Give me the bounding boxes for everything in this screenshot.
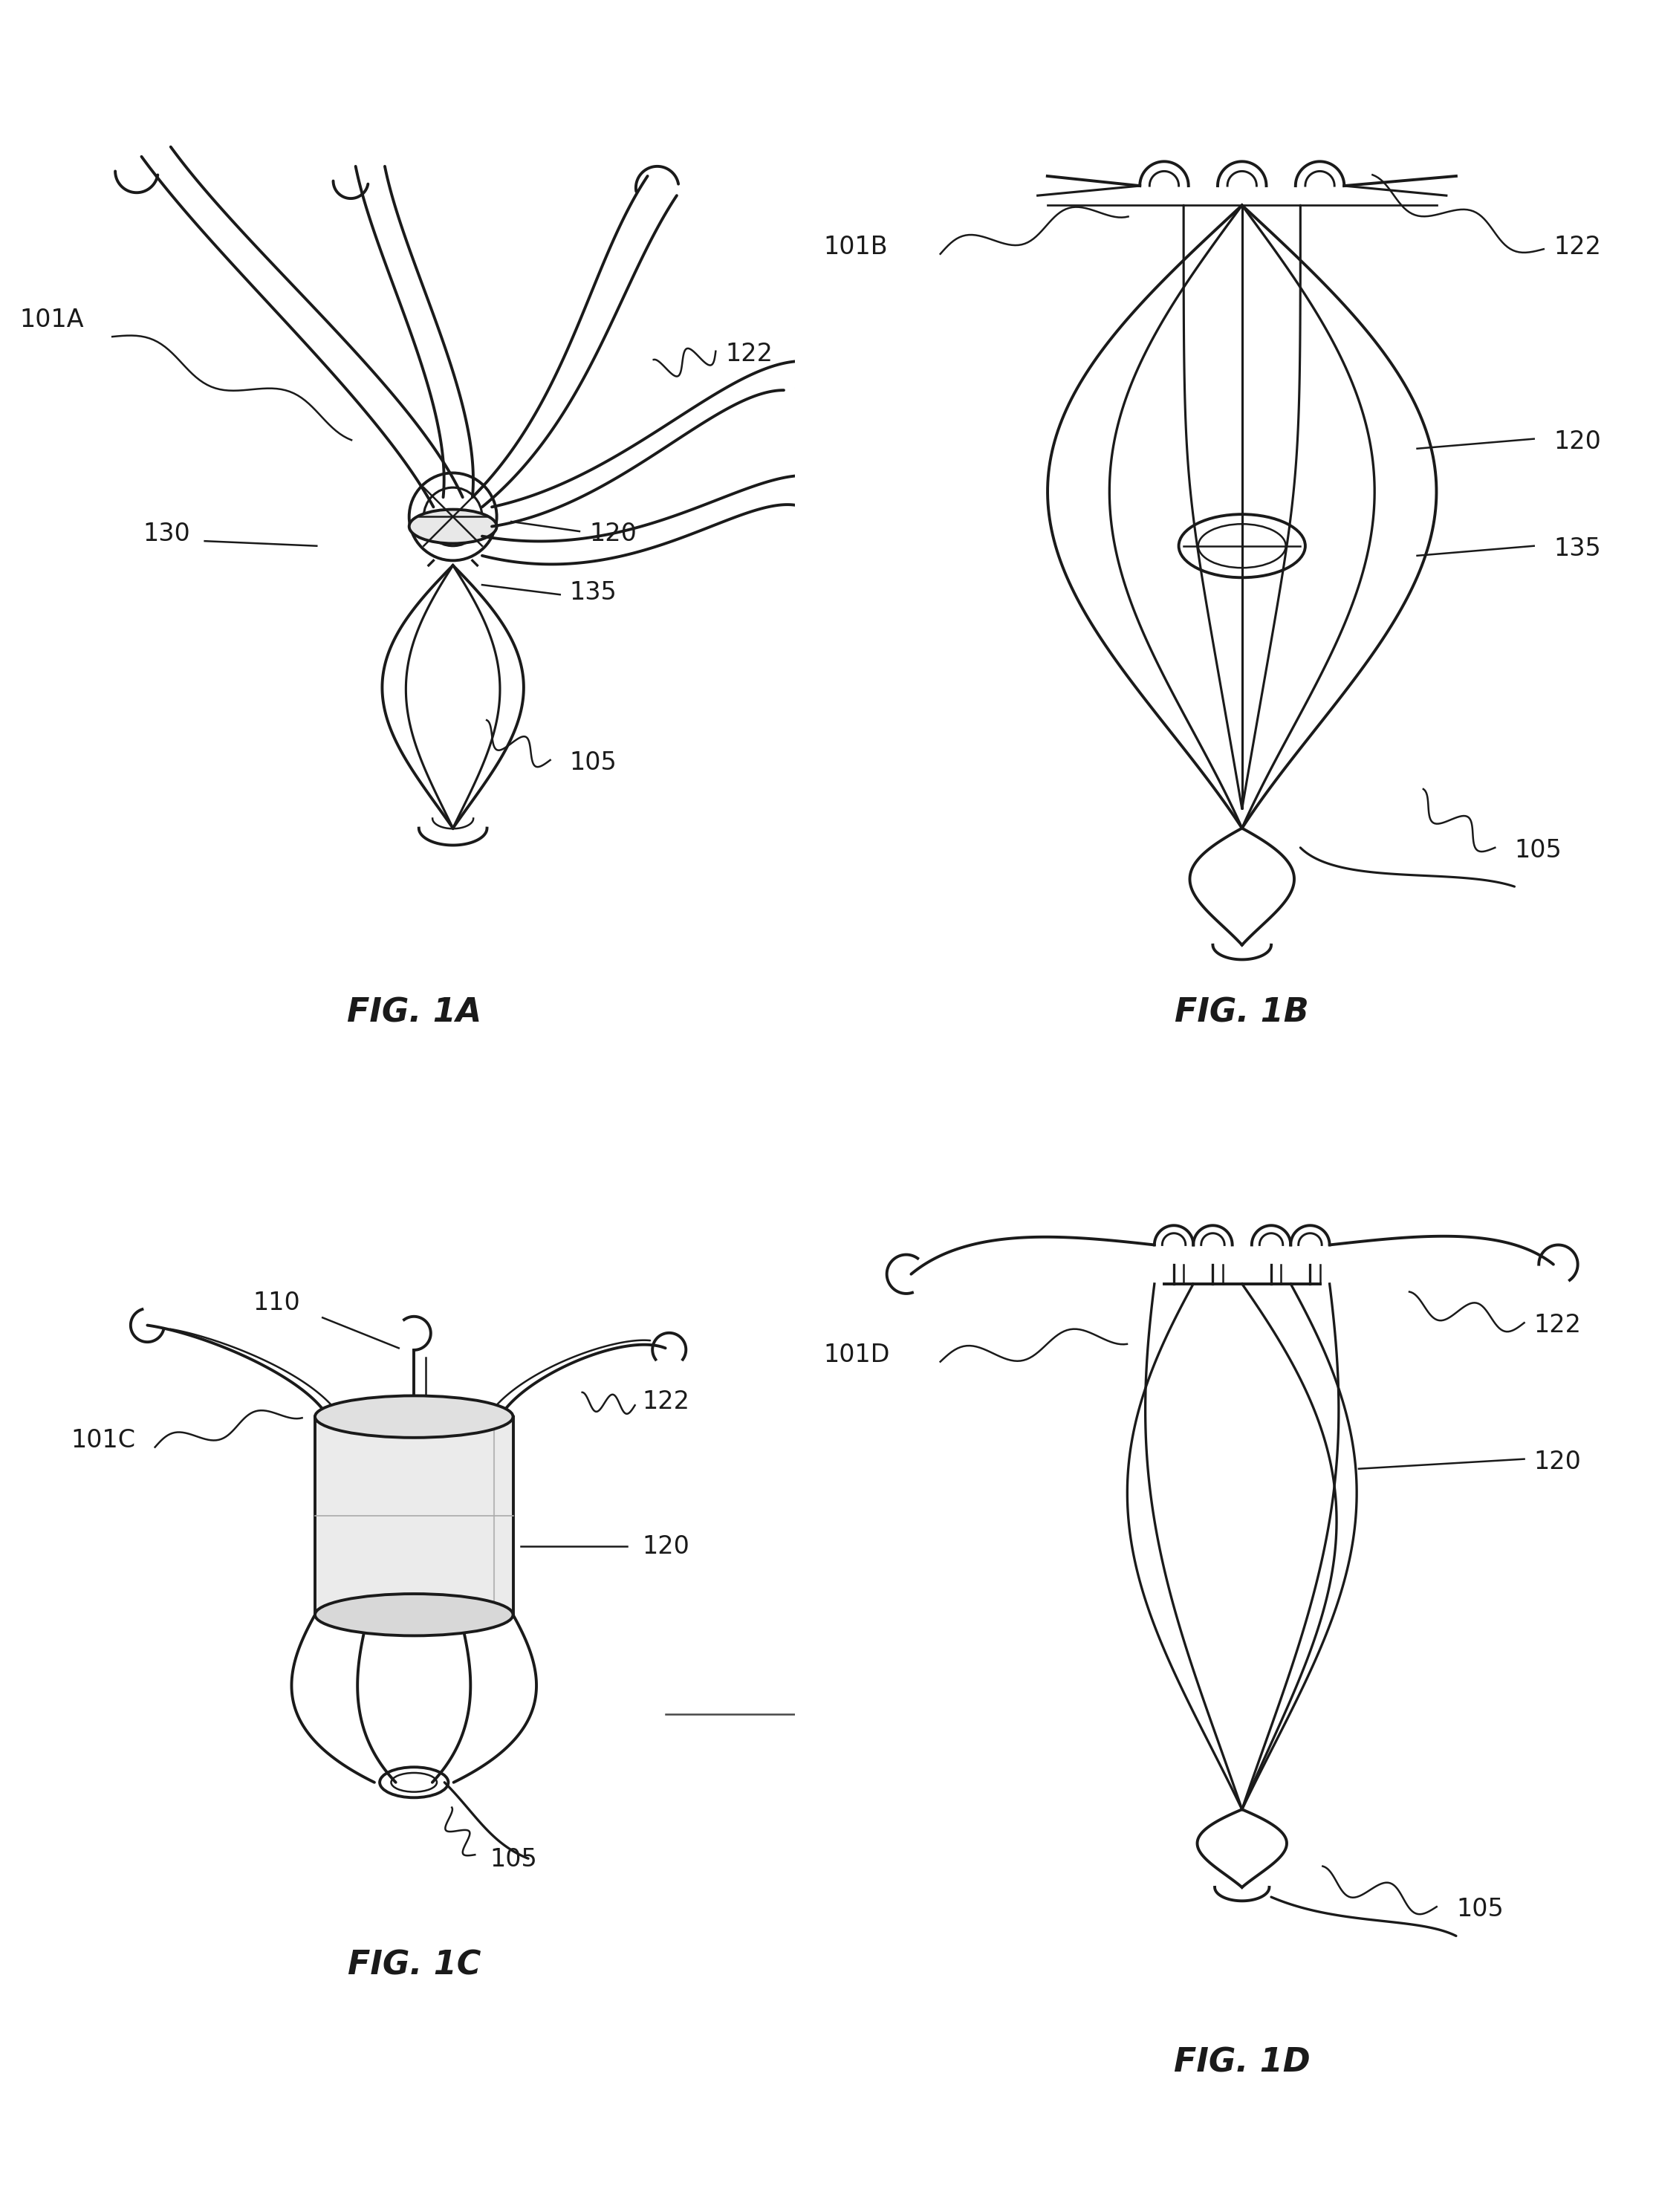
Ellipse shape (315, 1396, 513, 1438)
Ellipse shape (1179, 513, 1305, 577)
Circle shape (424, 487, 482, 546)
Ellipse shape (315, 1595, 513, 1635)
Text: 120: 120 (1553, 429, 1601, 453)
Text: 122: 122 (643, 1389, 691, 1413)
Text: 122: 122 (725, 341, 773, 367)
Text: FIG. 1A: FIG. 1A (346, 998, 482, 1029)
Text: 110: 110 (253, 1290, 301, 1316)
Text: 122: 122 (1533, 1314, 1581, 1338)
Ellipse shape (409, 509, 497, 544)
Text: 105: 105 (570, 750, 618, 774)
Text: 120: 120 (590, 522, 636, 546)
Text: 135: 135 (570, 580, 618, 604)
Text: 122: 122 (1553, 234, 1601, 259)
Text: 105: 105 (1515, 838, 1562, 863)
Polygon shape (315, 1416, 513, 1615)
Ellipse shape (379, 1767, 449, 1798)
Text: 105: 105 (490, 1847, 538, 1871)
Text: 130: 130 (142, 522, 190, 546)
Text: 101A: 101A (20, 307, 84, 332)
Text: 135: 135 (1553, 535, 1601, 562)
Circle shape (409, 473, 497, 560)
Text: 120: 120 (1533, 1449, 1581, 1473)
Text: 101D: 101D (823, 1343, 889, 1367)
Text: FIG. 1C: FIG. 1C (348, 1949, 480, 1982)
Text: FIG. 1B: FIG. 1B (1174, 998, 1310, 1029)
Text: 101C: 101C (71, 1427, 136, 1453)
Text: FIG. 1D: FIG. 1D (1174, 2046, 1310, 2079)
Text: 101B: 101B (823, 234, 888, 259)
Text: 105: 105 (1456, 1898, 1504, 1922)
Text: 120: 120 (643, 1535, 691, 1559)
